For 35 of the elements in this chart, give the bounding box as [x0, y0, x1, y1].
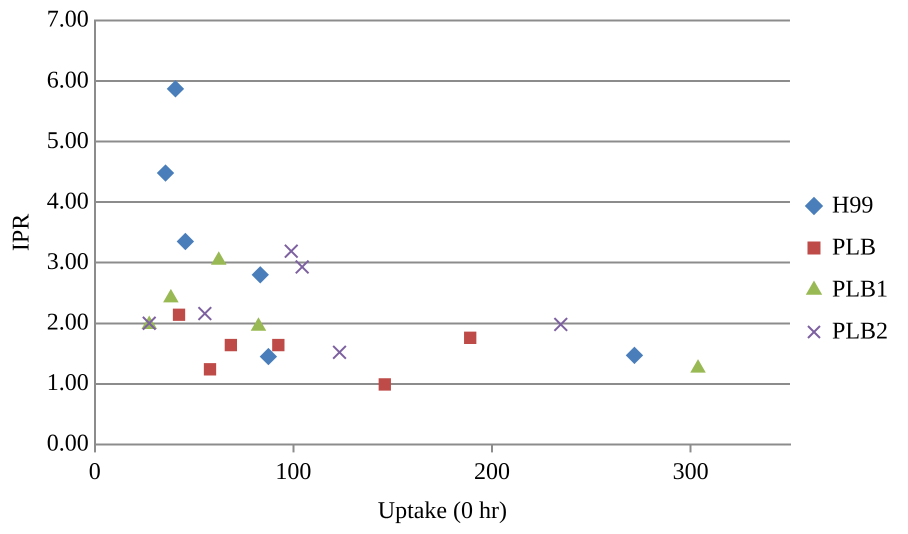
legend-label: PLB	[832, 234, 876, 260]
y-tick-label: 0.00	[46, 430, 89, 457]
point	[252, 266, 269, 284]
x-tick-label: 0	[88, 459, 101, 486]
point	[224, 338, 238, 352]
point	[378, 378, 391, 391]
point	[294, 260, 310, 274]
y-tick-label: 6.00	[46, 67, 89, 94]
legend-label: H99	[832, 192, 874, 218]
point	[553, 317, 568, 332]
point	[332, 344, 347, 360]
point	[204, 363, 216, 376]
point	[176, 232, 194, 250]
point	[157, 164, 174, 182]
y-tick-label: 7.00	[46, 6, 89, 33]
point	[166, 80, 184, 98]
x-axis-title: Uptake (0 hr)	[378, 498, 508, 524]
point	[260, 348, 277, 366]
point	[464, 332, 476, 344]
y-tick-label: 1.00	[46, 370, 89, 396]
y-tick-label: 2.00	[46, 310, 89, 336]
y-axis-title: IPR	[8, 214, 35, 252]
legend-label: PLB1	[832, 276, 888, 302]
point	[626, 346, 643, 364]
y-tick-label: 5.00	[46, 128, 89, 154]
x-tick-label: 100	[275, 459, 312, 486]
legend-label: PLB2	[832, 318, 888, 344]
point	[197, 306, 212, 321]
point	[172, 308, 186, 321]
x-tick-label: 300	[672, 459, 709, 486]
y-tick-label: 4.00	[46, 188, 89, 214]
point	[272, 338, 284, 352]
point	[284, 244, 299, 259]
y-tick-label: 3.00	[46, 248, 89, 275]
x-tick-label: 200	[474, 459, 510, 486]
